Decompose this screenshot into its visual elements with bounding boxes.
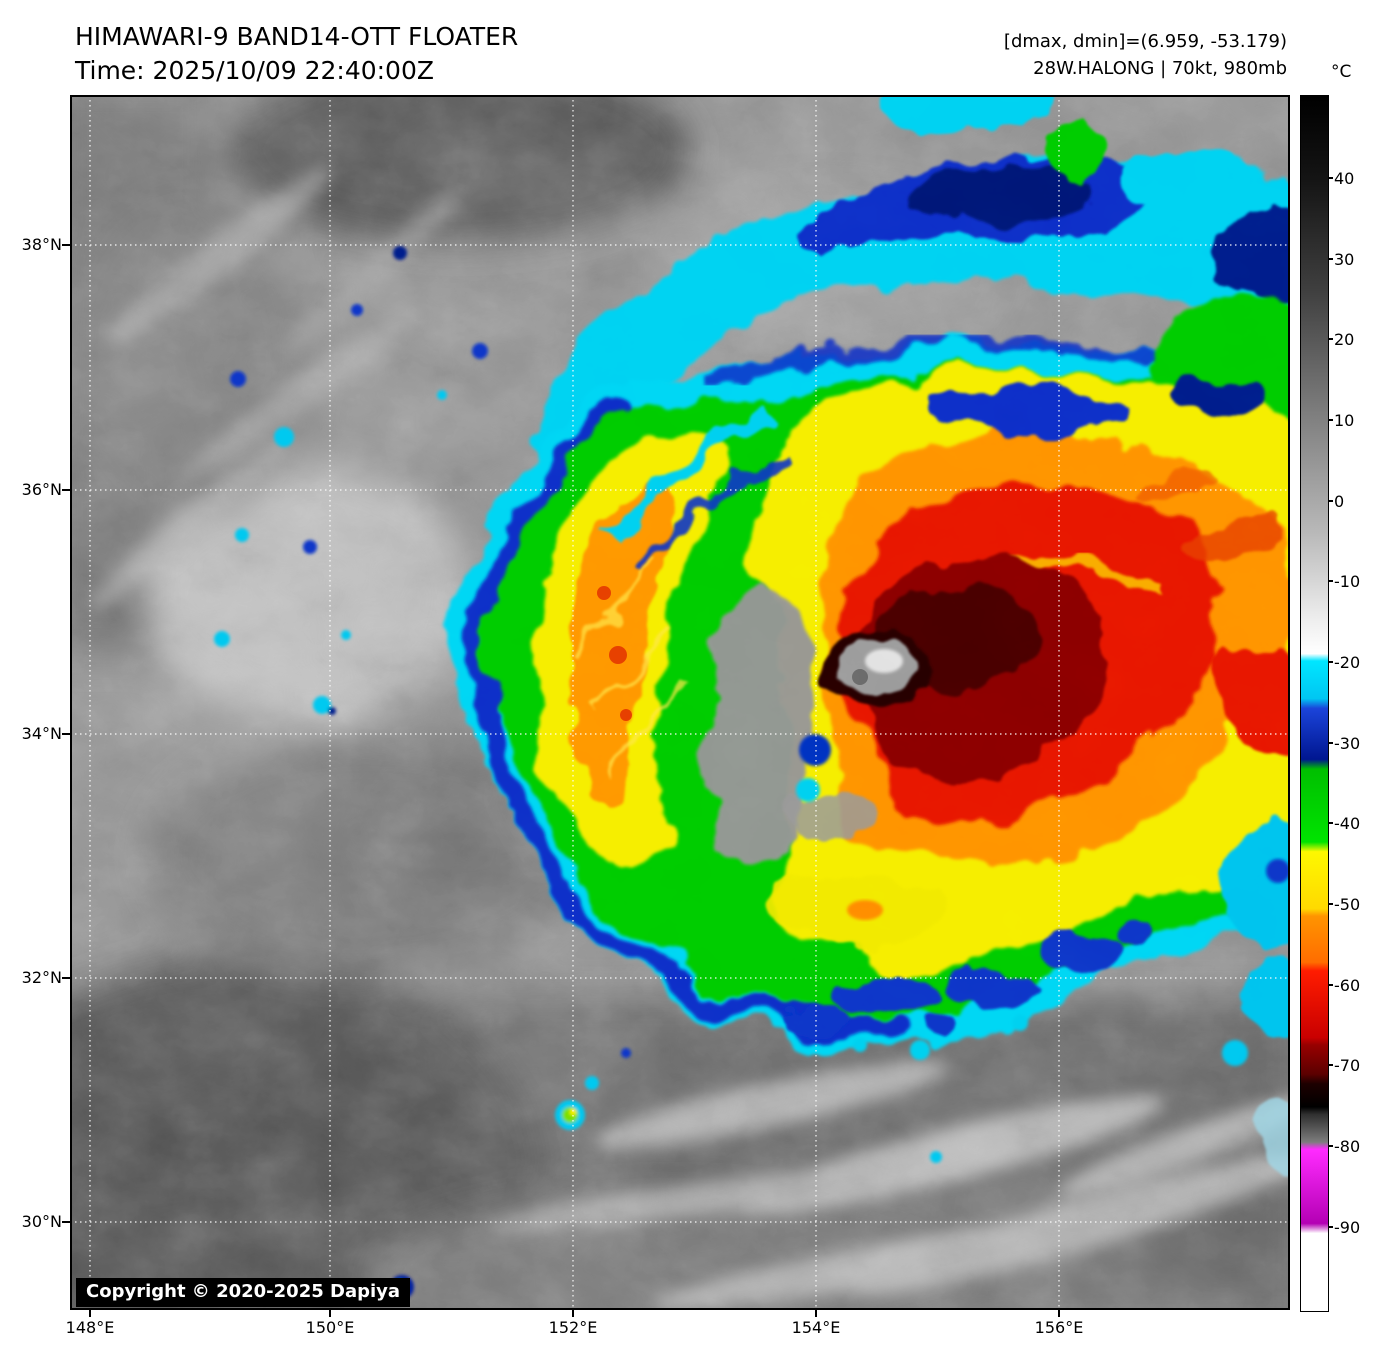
lat-axis-label: 38°N — [21, 235, 62, 254]
colorbar-tick-label: 40 — [1334, 169, 1355, 188]
lon-axis-label: 154°E — [791, 1318, 841, 1337]
lon-axis-tick — [89, 1310, 91, 1317]
timestamp: Time: 2025/10/09 22:40:00Z — [75, 56, 434, 85]
lat-axis-label: 32°N — [21, 968, 62, 987]
colorbar-tick — [1328, 177, 1333, 179]
lat-axis-tick — [62, 977, 70, 979]
colorbar-tick-label: -40 — [1334, 814, 1361, 833]
colorbar-tick — [1328, 822, 1333, 824]
map-border — [70, 95, 1290, 1310]
colorbar-tick-label: -30 — [1334, 734, 1361, 753]
main-title: HIMAWARI-9 BAND14-OTT FLOATER — [75, 22, 519, 51]
range-info: [dmax, dmin]=(6.959, -53.179) — [1003, 31, 1287, 52]
lon-axis-label: 156°E — [1034, 1318, 1084, 1337]
lat-axis-label: 34°N — [21, 724, 62, 743]
graticule — [70, 95, 1290, 1310]
colorbar-tick-label: -80 — [1334, 1137, 1361, 1156]
colorbar-tick-label: -60 — [1334, 976, 1361, 995]
colorbar-tick — [1328, 338, 1333, 340]
lon-axis-label: 152°E — [548, 1318, 598, 1337]
lat-axis-tick — [62, 489, 70, 491]
colorbar-tick-label: -20 — [1334, 653, 1361, 672]
colorbar-tick-label: 20 — [1334, 330, 1355, 349]
colorbar-tick-label: -50 — [1334, 895, 1361, 914]
copyright-badge: Copyright © 2020-2025 Dapiya — [76, 1278, 411, 1307]
colorbar-tick — [1328, 500, 1333, 502]
lon-axis-tick — [815, 1310, 817, 1317]
colorbar-tick-label: -70 — [1334, 1056, 1361, 1075]
satellite-image — [70, 95, 1290, 1310]
colorbar-tick — [1328, 903, 1333, 905]
colorbar-tick-label: 0 — [1334, 492, 1345, 511]
lon-axis-label: 148°E — [65, 1318, 115, 1337]
temperature-colorbar — [1300, 95, 1329, 1312]
colorbar-tick-label: -10 — [1334, 572, 1361, 591]
lat-axis-label: 36°N — [21, 480, 62, 499]
colorbar-tick-label: 10 — [1334, 411, 1355, 430]
colorbar-tick — [1328, 661, 1333, 663]
colorbar-tick — [1328, 580, 1333, 582]
colorbar-tick — [1328, 1145, 1333, 1147]
colorbar-tick — [1328, 1226, 1333, 1228]
lat-axis-tick — [62, 244, 70, 246]
lon-axis-tick — [329, 1310, 331, 1317]
colorbar-tick — [1328, 1064, 1333, 1066]
satellite-map-frame: Copyright © 2020-2025 Dapiya — [70, 95, 1290, 1310]
lat-axis-tick — [62, 1221, 70, 1223]
lon-axis-tick — [1058, 1310, 1060, 1317]
colorbar-tick — [1328, 984, 1333, 986]
colorbar-tick-label: -90 — [1334, 1218, 1361, 1237]
lat-axis-label: 30°N — [21, 1212, 62, 1231]
lat-axis-tick — [62, 733, 70, 735]
lon-axis-tick — [572, 1310, 574, 1317]
lon-axis-label: 150°E — [305, 1318, 355, 1337]
colorbar-tick — [1328, 258, 1333, 260]
storm-info: 28W.HALONG | 70kt, 980mb — [1033, 58, 1287, 79]
colorbar-unit-label: °C — [1331, 62, 1352, 82]
colorbar-tick — [1328, 742, 1333, 744]
colorbar-tick — [1328, 419, 1333, 421]
colorbar-tick-label: 30 — [1334, 250, 1355, 269]
